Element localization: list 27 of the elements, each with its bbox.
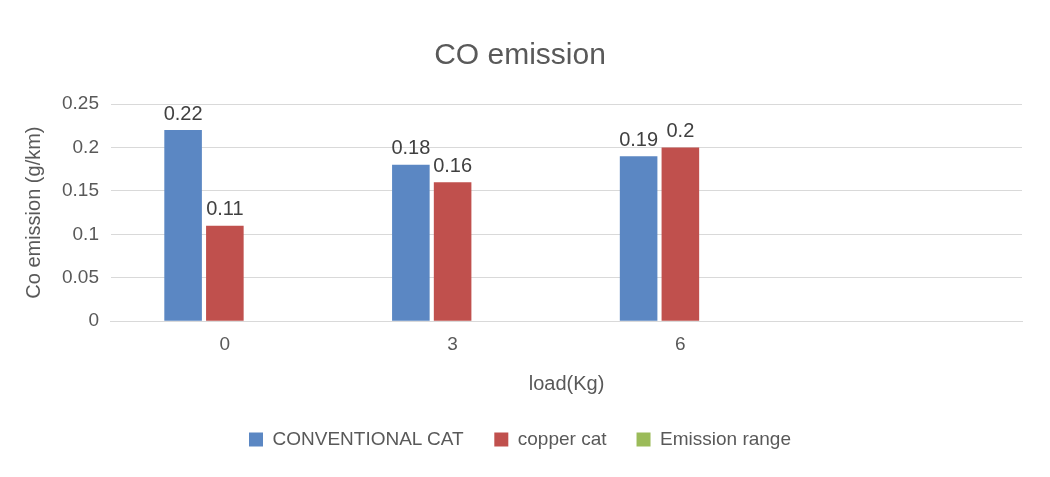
x-tick-label: 6 bbox=[675, 332, 686, 354]
data-label: 0.19 bbox=[619, 127, 659, 150]
y-tick-label: 0 bbox=[88, 309, 99, 331]
y-tick-label: 0.05 bbox=[62, 265, 99, 287]
bar bbox=[661, 147, 700, 321]
data-label: 0.18 bbox=[391, 136, 431, 159]
y-axis-title: Co emission (g/km) bbox=[21, 126, 44, 299]
data-label: 0.16 bbox=[433, 153, 473, 176]
x-axis-title: load(Kg) bbox=[528, 371, 605, 394]
chart-title: CO emission bbox=[434, 37, 606, 71]
legend-label: Emission range bbox=[660, 427, 791, 449]
y-tick-label: 0.1 bbox=[72, 222, 99, 244]
legend-label: CONVENTIONAL CAT bbox=[272, 427, 464, 449]
bar bbox=[206, 225, 244, 321]
bar bbox=[392, 164, 430, 321]
bar bbox=[619, 156, 658, 321]
data-label: 0.11 bbox=[206, 197, 244, 220]
y-tick-label: 0.2 bbox=[72, 135, 99, 157]
legend-label: copper cat bbox=[517, 427, 608, 449]
bar bbox=[433, 182, 472, 321]
y-tick-label: 0.25 bbox=[62, 92, 99, 114]
x-tick-label: 3 bbox=[447, 332, 458, 354]
bar bbox=[164, 130, 202, 321]
x-tick-label: 0 bbox=[219, 332, 231, 354]
data-label: 0.22 bbox=[163, 101, 203, 124]
y-tick-label: 0.15 bbox=[62, 179, 99, 201]
data-label: 0.2 bbox=[666, 118, 695, 141]
